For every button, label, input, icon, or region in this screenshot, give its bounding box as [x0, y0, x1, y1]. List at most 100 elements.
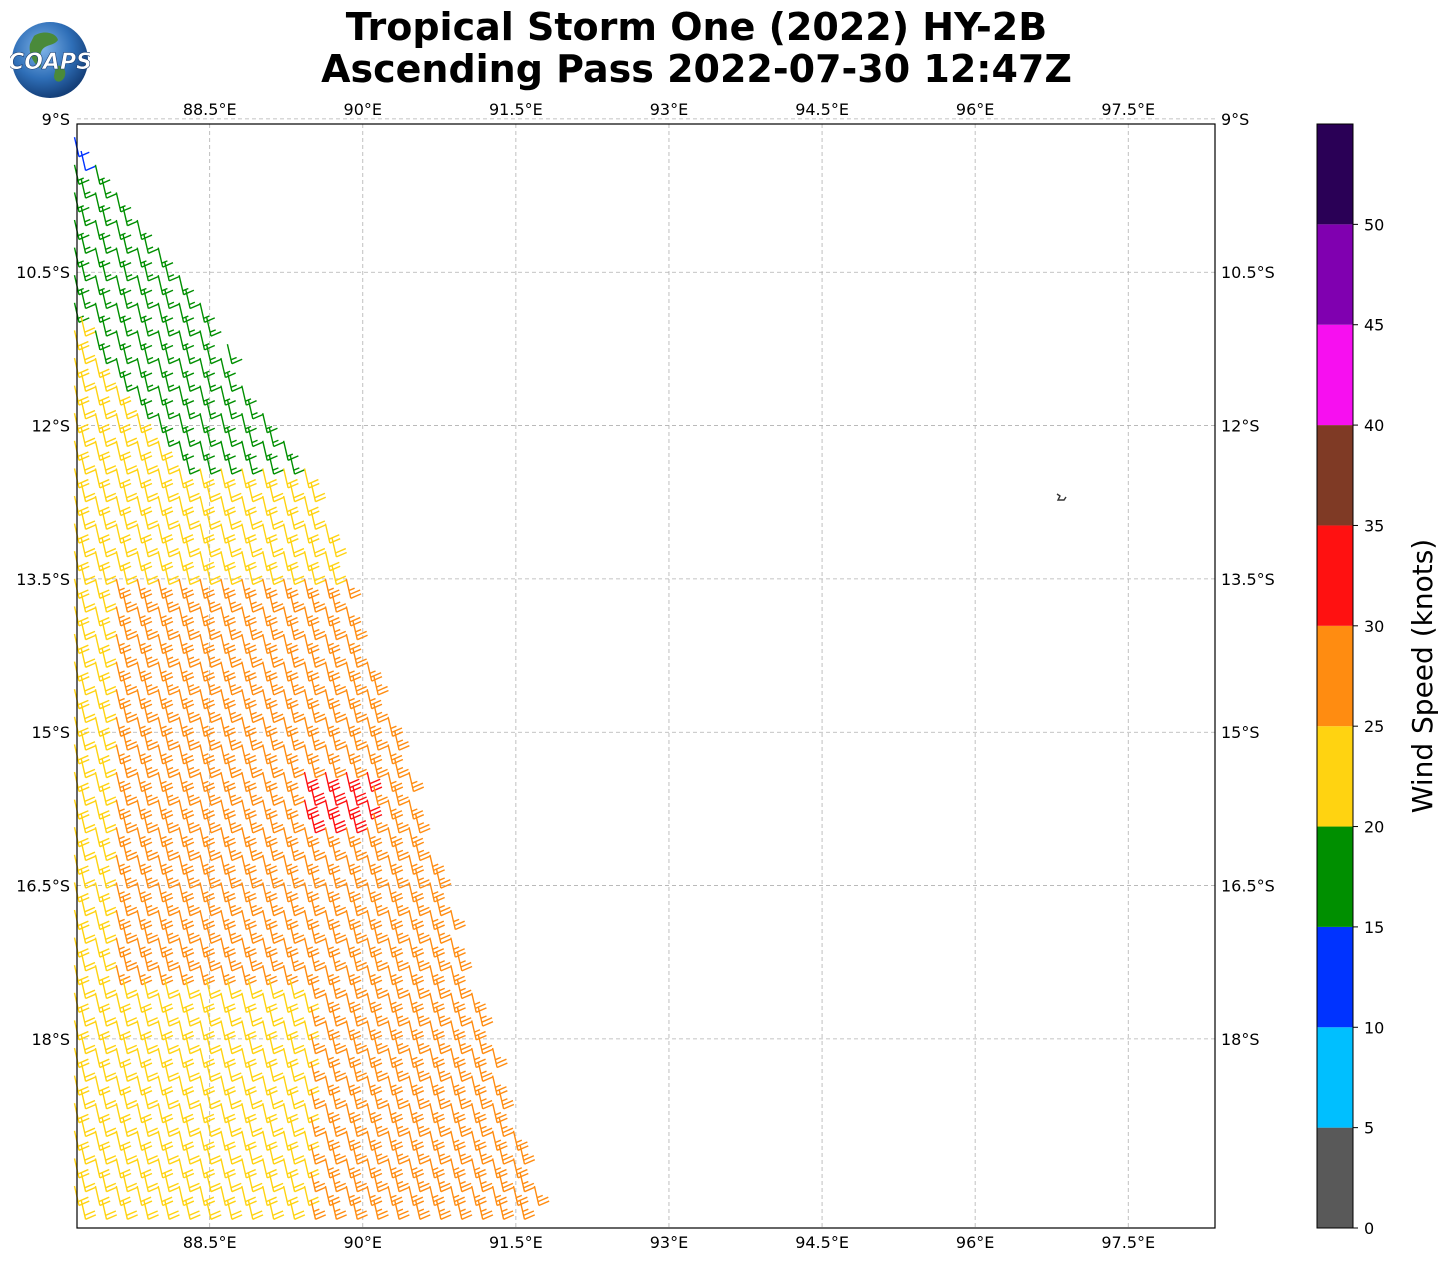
wind-barb: [122, 261, 138, 282]
wind-barb: [101, 288, 118, 310]
wind-barb: [366, 937, 383, 958]
wind-barb: [220, 578, 236, 599]
wind-barb: [115, 495, 132, 517]
wind-barb: [408, 1130, 425, 1151]
wind-barb: [184, 564, 201, 586]
wind-barb: [205, 509, 222, 530]
wind-barb: [143, 1144, 159, 1165]
wind-barb: [387, 1158, 404, 1179]
wind-barb: [101, 426, 118, 448]
wind-barb: [471, 992, 487, 1013]
wind-barb: [435, 1144, 452, 1165]
wind-barb: [331, 1034, 347, 1055]
wind-barb: [241, 495, 257, 517]
colorbar-tick-label: 0: [1364, 1219, 1374, 1238]
wind-barb: [387, 882, 404, 903]
wind-barb: [387, 1130, 404, 1151]
wind-barb: [122, 620, 138, 641]
wind-barb: [282, 1047, 299, 1069]
wind-barb: [366, 854, 383, 875]
wind-barb: [80, 1199, 97, 1220]
lat-tick-label-right: 9°S: [1221, 110, 1249, 129]
wind-barb: [199, 882, 216, 903]
colorbar: 0 5 10 15 20 25 30 35 40 45 50: [1316, 123, 1384, 1238]
wind-barb: [241, 1158, 257, 1179]
wind-barb: [241, 965, 257, 986]
wind-barb: [122, 233, 138, 254]
wind-barb: [136, 578, 153, 599]
wind-barb: [331, 1089, 347, 1110]
wind-barb: [220, 1047, 236, 1069]
coaps-logo: COAPS: [10, 22, 90, 98]
wind-barb: [122, 675, 138, 696]
wind-barb: [373, 1116, 389, 1138]
wind-barb: [122, 702, 138, 724]
wind-barb: [115, 799, 132, 820]
colorbar-tick-label: 50: [1364, 215, 1384, 234]
wind-barb: [94, 523, 111, 544]
wind-barb: [262, 1047, 278, 1069]
wind-barb: [247, 702, 264, 724]
wind-barb: [303, 1185, 320, 1207]
wind-barb: [366, 1047, 383, 1069]
wind-barb: [324, 854, 341, 875]
wind-barb: [122, 592, 138, 613]
wind-barb: [101, 1172, 118, 1193]
wind-barb: [247, 1006, 264, 1027]
lat-tick-label-left: 16.5°S: [16, 877, 70, 896]
wind-barb: [408, 771, 425, 793]
wind-barb: [205, 1116, 222, 1138]
wind-barb: [303, 606, 320, 627]
wind-barb: [324, 882, 341, 903]
colorbar-tick-label: 10: [1364, 1018, 1384, 1037]
wind-barb: [226, 1199, 243, 1220]
wind-barb: [157, 689, 174, 710]
wind-barb: [226, 951, 243, 972]
wind-barb: [303, 854, 320, 875]
wind-barb: [366, 799, 383, 820]
wind-barb: [331, 896, 347, 917]
wind-barb: [366, 992, 383, 1013]
wind-barb: [205, 923, 222, 944]
wind-barb: [282, 716, 299, 737]
wind-barb: [80, 758, 97, 779]
lon-tick-label-top: 97.5°E: [1101, 100, 1155, 119]
wind-barb: [184, 675, 201, 696]
wind-barb: [331, 537, 347, 558]
wind-barb: [226, 620, 243, 641]
wind-barb: [199, 606, 216, 627]
wind-barb: [199, 716, 216, 737]
wind-barb: [122, 647, 138, 668]
wind-barb: [262, 689, 278, 710]
wind-barb: [101, 482, 118, 503]
colorbar-bin: [1317, 425, 1353, 526]
wind-barb: [94, 661, 111, 682]
wind-barb: [199, 992, 216, 1013]
wind-barb: [310, 1199, 327, 1220]
wind-barb: [414, 1144, 431, 1165]
wind-barb: [80, 1061, 97, 1082]
wind-barb: [226, 454, 243, 475]
lon-tick-label-bottom: 90°E: [344, 1233, 382, 1252]
wind-barb: [143, 537, 159, 558]
wind-barb: [247, 537, 264, 558]
wind-barb: [184, 399, 201, 420]
wind-barb: [262, 1103, 278, 1124]
wind-barb: [101, 813, 118, 834]
wind-barb: [205, 1144, 222, 1165]
wind-barb: [310, 592, 327, 613]
wind-barb: [408, 854, 425, 875]
wind-barb: [101, 730, 118, 751]
wind-barb: [310, 896, 327, 917]
wind-barb: [164, 261, 180, 282]
wind-barb: [184, 785, 201, 806]
wind-barb: [184, 730, 201, 751]
wind-barb: [429, 937, 445, 958]
colorbar-label: Wind Speed (knots): [1406, 539, 1439, 813]
wind-barb: [289, 1034, 306, 1055]
wind-barb: [157, 1158, 174, 1179]
wind-barb: [205, 482, 222, 503]
wind-barb: [122, 1089, 138, 1110]
wind-barb: [324, 771, 341, 793]
wind-barb: [429, 1047, 445, 1069]
